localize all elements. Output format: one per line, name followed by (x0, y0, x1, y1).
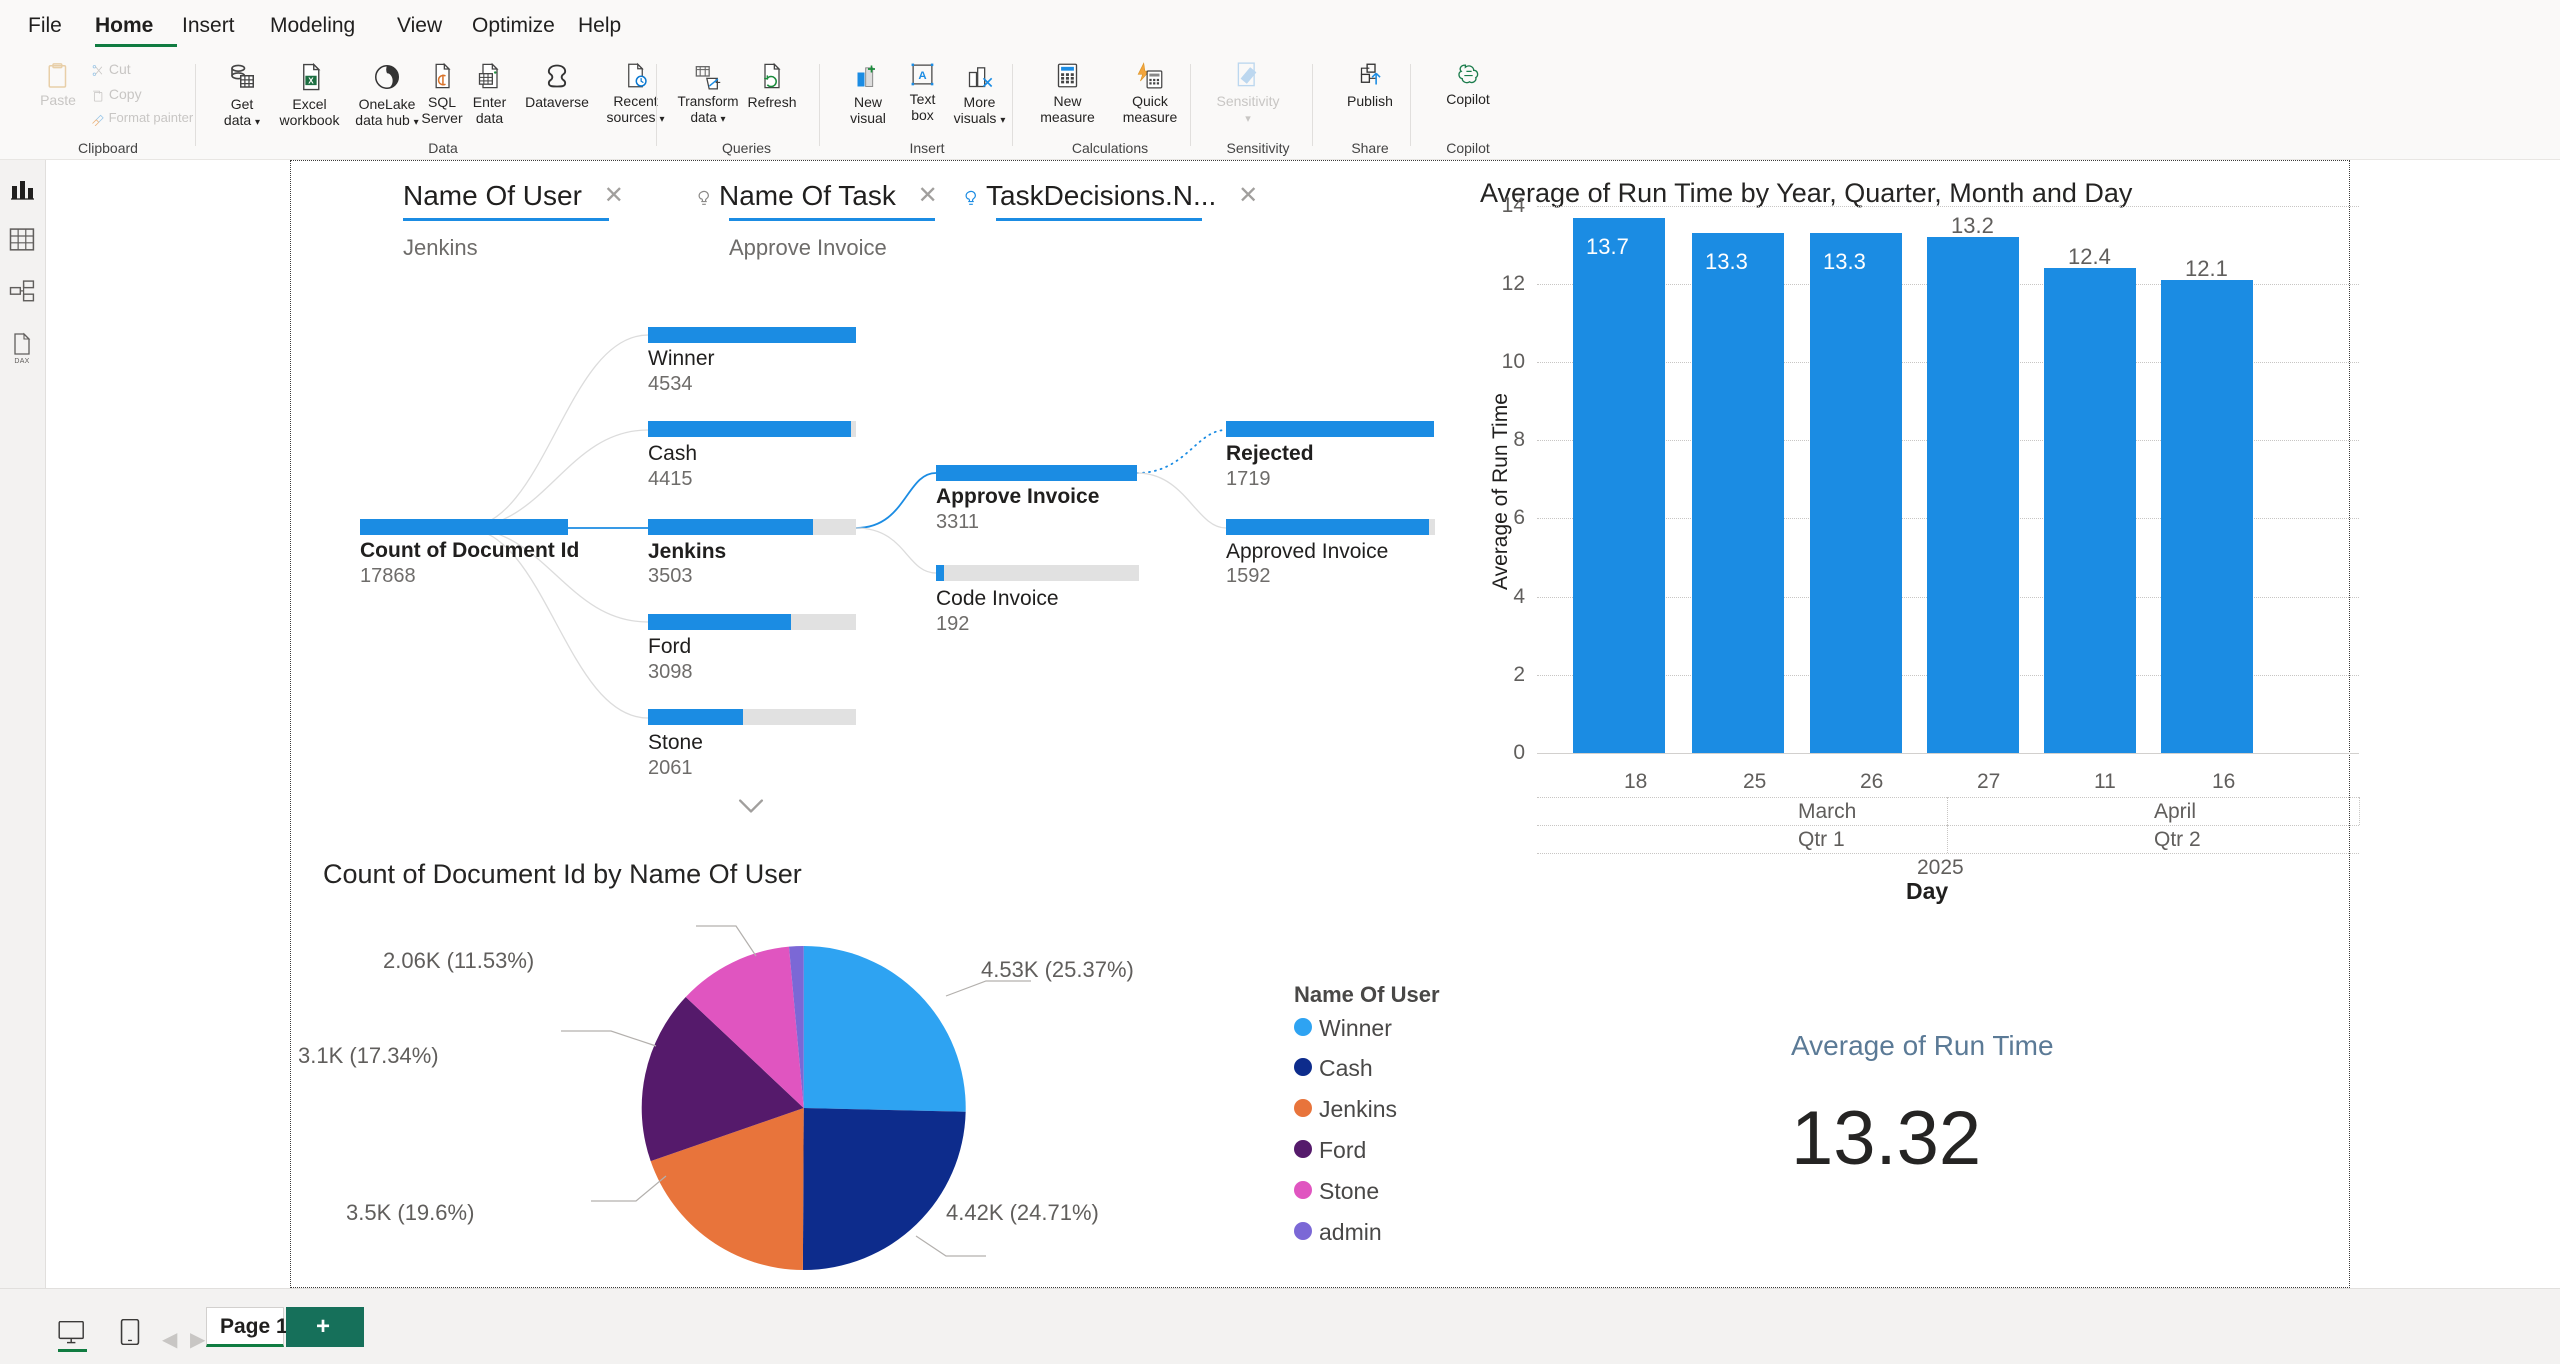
svg-text:A: A (918, 70, 926, 82)
svg-text:X: X (308, 76, 314, 85)
